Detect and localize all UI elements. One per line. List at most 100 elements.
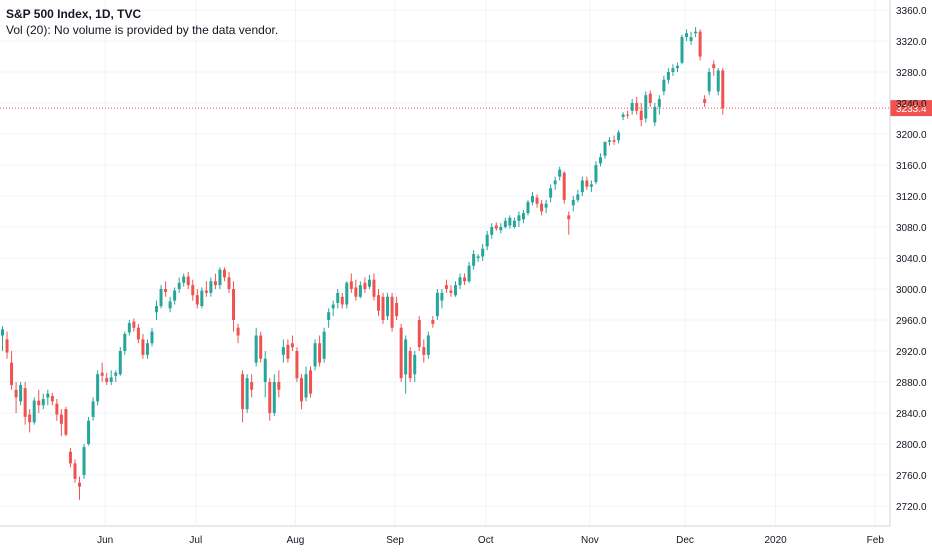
candle-body (241, 374, 245, 410)
candle-body (440, 292, 444, 301)
candle-body (236, 327, 240, 336)
candle-body (204, 290, 208, 293)
candle (195, 289, 199, 309)
candle (28, 409, 32, 433)
candle-body (123, 333, 127, 351)
candle-body (494, 225, 498, 229)
candle-body (490, 227, 494, 235)
candle-body (526, 202, 530, 214)
candle (309, 366, 313, 398)
candle (666, 68, 670, 84)
candle (512, 217, 516, 229)
candle (413, 351, 417, 382)
y-tick-label: 3120.0 (896, 192, 927, 203)
candle (358, 281, 362, 299)
candle (227, 271, 231, 293)
candle-body (168, 301, 172, 309)
candle-body (608, 140, 612, 142)
candle (290, 335, 294, 351)
candle-body (100, 372, 104, 376)
x-tick-label: Nov (581, 535, 599, 546)
candle (386, 292, 390, 320)
y-axis[interactable]: 2720.0 2760.0 2800.0 2840.0 2880.0 2920.0 2960… (889, 0, 927, 526)
y-tick-label: 3200.0 (896, 130, 927, 141)
candle (626, 110, 630, 119)
candle (671, 64, 675, 76)
candle (209, 277, 213, 297)
candle-body (358, 285, 362, 297)
candle (263, 351, 267, 398)
candle (549, 184, 553, 203)
candle (345, 281, 349, 309)
candle (567, 211, 571, 235)
candle-body (87, 420, 91, 444)
candle (653, 103, 657, 127)
candle (186, 271, 190, 289)
candle-body (232, 289, 236, 320)
y-tick-label: 3000.0 (896, 285, 927, 296)
candle-body (19, 385, 23, 402)
candle-body (55, 403, 59, 415)
candle (662, 75, 666, 96)
candle-body (82, 447, 86, 475)
candle (68, 447, 72, 468)
candle-body (549, 188, 553, 198)
candle-body (512, 220, 516, 227)
candle (349, 273, 353, 293)
candle-body (345, 282, 349, 305)
candle-body (73, 463, 77, 479)
candle (571, 196, 575, 212)
candle-body (286, 344, 290, 359)
candle (41, 393, 45, 410)
candle-body (304, 374, 308, 398)
candle (481, 244, 485, 262)
candle-body (222, 269, 226, 278)
candle-body (485, 234, 489, 247)
y-tick-label: 2920.0 (896, 347, 927, 358)
candle (105, 372, 109, 386)
candle-body (481, 248, 485, 257)
candle-body (195, 295, 199, 305)
candle (286, 339, 290, 363)
candle (177, 277, 181, 293)
candle-body (354, 287, 358, 297)
candle-body (594, 165, 598, 183)
candle-body (5, 339, 9, 353)
candle-body (408, 351, 412, 379)
candle-body (626, 114, 630, 116)
candle-body (666, 72, 670, 80)
candle (698, 29, 702, 61)
candle-body (136, 327, 140, 340)
candle (204, 281, 208, 297)
candle (716, 68, 720, 96)
candle (100, 362, 104, 382)
candle (707, 68, 711, 96)
candle (218, 267, 222, 289)
candle (680, 34, 684, 65)
candle-body (454, 285, 457, 296)
candle-body (259, 335, 263, 359)
candle (517, 211, 521, 227)
candle (191, 279, 195, 301)
candle (313, 339, 317, 371)
x-axis[interactable]: Jun Jul Aug Sep Oct Nov Dec 2020 Feb (0, 525, 890, 546)
candle (440, 289, 444, 309)
y-tick-label: 2800.0 (896, 440, 927, 451)
candle-body (290, 343, 294, 348)
candle (694, 27, 698, 38)
candle (268, 378, 272, 421)
candle-body (227, 277, 231, 289)
candle (617, 130, 621, 144)
candle (689, 31, 693, 45)
candle-body (589, 184, 593, 187)
candle (363, 277, 367, 293)
candle (277, 370, 281, 398)
y-tick-label: 2880.0 (896, 378, 927, 389)
candle-body (703, 99, 707, 103)
candle (322, 327, 326, 363)
candle-body (254, 335, 258, 363)
candle (503, 217, 507, 229)
candle-body (14, 389, 18, 398)
